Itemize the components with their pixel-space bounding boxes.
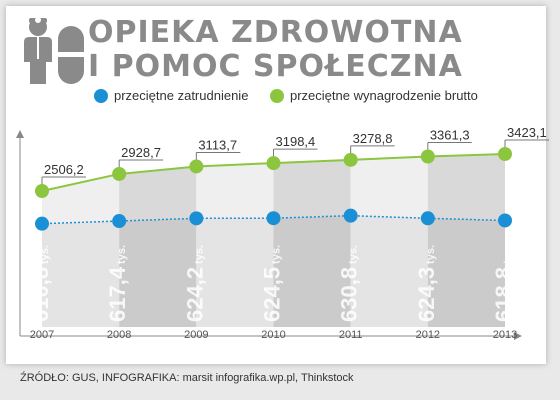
wage-point: [189, 159, 204, 174]
employment-data-label: 618,8 tys.: [491, 245, 516, 322]
wage-data-label: 2928,7: [121, 145, 161, 160]
employment-point: [112, 214, 127, 229]
y-axis-arrow: [16, 130, 24, 138]
employment-value: 610,8: [28, 267, 53, 322]
employment-value: 617,4: [105, 266, 130, 322]
employment-point: [498, 213, 512, 228]
legend-employment: przeciętne zatrudnienie: [94, 88, 248, 103]
employment-value: 624,5: [260, 267, 285, 322]
wage-point: [266, 156, 281, 171]
employment-area-band: [273, 215, 351, 327]
employment-data-label: 617,4 tys.: [105, 245, 130, 322]
title-line2: I POMOC SPOŁECZNA: [88, 49, 463, 84]
employment-value: 630,8: [337, 267, 362, 322]
employment-area-band: [119, 218, 197, 327]
wage-area-band: [119, 166, 197, 222]
employment-area-band: [350, 215, 428, 327]
legend-wage-marker: [270, 88, 284, 103]
x-tick-label: 2009: [184, 329, 208, 341]
wage-area-band: [42, 173, 120, 224]
x-tick-label: 2012: [416, 329, 440, 341]
x-axis-arrow: [514, 332, 522, 340]
employment-data-label: 624,2 tys.: [182, 245, 207, 322]
employment-area-band: [427, 218, 505, 327]
employment-point: [35, 216, 49, 231]
wage-area-band: [273, 159, 351, 219]
wage-area-band: [427, 154, 505, 221]
employment-area-band: [42, 221, 120, 327]
x-tick-label: 2011: [339, 329, 363, 341]
wage-point: [498, 147, 512, 161]
employment-point: [266, 211, 281, 226]
source-note: ŹRÓDŁO: GUS, INFOGRAFIKA: marsit infogra…: [20, 372, 354, 384]
wage-point: [35, 184, 49, 198]
wage-point: [343, 152, 358, 167]
employment-point: [189, 211, 204, 226]
wage-data-label: 3423,1: [507, 125, 547, 140]
legend-employment-label: przeciętne zatrudnienie: [114, 88, 249, 103]
employment-point: [420, 211, 435, 226]
employment-unit: tys.: [39, 245, 51, 264]
employment-point: [343, 208, 358, 223]
employment-data-label: 624,3 tys.: [414, 245, 439, 322]
wage-data-label: 3198,4: [276, 134, 316, 149]
employment-unit: tys.: [193, 245, 205, 264]
doctor-icon: [24, 17, 84, 84]
employment-unit: tys.: [425, 245, 437, 264]
x-tick-label: 2008: [107, 329, 131, 341]
wage-area-band: [350, 156, 428, 219]
employment-value: 624,3: [414, 267, 439, 322]
employment-unit: tys.: [271, 245, 283, 264]
wage-point: [420, 149, 435, 164]
legend-employment-marker: [94, 88, 108, 103]
x-tick-label: 2007: [30, 329, 54, 341]
employment-data-label: 610,8 tys.: [28, 245, 53, 322]
legend-wage: przeciętne wynagrodzenie brutto: [270, 88, 478, 103]
employment-area-band: [196, 218, 274, 327]
employment-unit: tys.: [502, 245, 514, 264]
wage-data-label: 3278,8: [353, 131, 393, 146]
title-line1: OPIEKA ZDROWOTNA: [88, 15, 463, 50]
employment-unit: tys.: [348, 245, 360, 264]
x-tick-label: 2010: [261, 329, 285, 341]
wage-data-label: 3113,7: [198, 137, 237, 152]
legend-wage-label: przeciętne wynagrodzenie brutto: [290, 88, 478, 103]
employment-data-label: 630,8 tys.: [337, 245, 362, 322]
x-tick-label: 2013: [493, 329, 517, 341]
employment-data-label: 624,5 tys.: [260, 245, 285, 322]
wage-data-label: 2506,2: [44, 162, 84, 177]
employment-value: 618,8: [491, 267, 516, 322]
wage-point: [112, 166, 127, 181]
wage-data-label: 3361,3: [430, 127, 470, 142]
employment-unit: tys.: [116, 245, 128, 264]
wage-area-band: [196, 163, 274, 219]
employment-value: 624,2: [182, 267, 207, 322]
